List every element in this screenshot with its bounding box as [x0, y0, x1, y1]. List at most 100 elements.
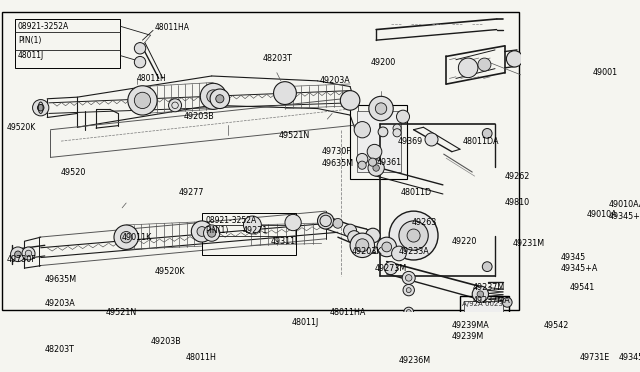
Bar [464, 301, 503, 335]
Circle shape [333, 218, 343, 228]
Circle shape [403, 285, 415, 296]
Text: 48011J: 48011J [291, 318, 319, 327]
Text: 48011HA: 48011HA [155, 23, 189, 32]
Circle shape [134, 43, 146, 54]
Text: 49239MA: 49239MA [452, 321, 490, 330]
Circle shape [406, 275, 412, 281]
Text: 49345+A: 49345+A [560, 264, 598, 273]
Text: 48011H: 48011H [137, 74, 166, 83]
Circle shape [404, 318, 413, 328]
Text: 49810: 49810 [505, 199, 530, 208]
Circle shape [197, 227, 207, 236]
Circle shape [358, 161, 366, 169]
Circle shape [502, 298, 512, 307]
Text: 49521N: 49521N [106, 308, 137, 317]
Text: 48203T: 48203T [262, 54, 292, 62]
Circle shape [458, 58, 478, 78]
Text: 08921-3252A: 08921-3252A [205, 216, 257, 225]
Text: 49233A: 49233A [399, 247, 429, 256]
Circle shape [382, 242, 392, 252]
Circle shape [472, 286, 488, 302]
Circle shape [394, 344, 404, 355]
Circle shape [348, 231, 361, 244]
Circle shape [210, 89, 230, 109]
Circle shape [168, 99, 182, 112]
Text: 49345+A: 49345+A [609, 212, 640, 221]
Circle shape [320, 215, 332, 227]
Text: 49277: 49277 [179, 188, 205, 197]
Circle shape [373, 165, 380, 171]
Circle shape [389, 340, 409, 359]
Text: 49203B: 49203B [150, 337, 181, 346]
Circle shape [134, 92, 150, 109]
Circle shape [367, 144, 382, 159]
Circle shape [369, 158, 376, 166]
Text: 49001: 49001 [593, 68, 618, 77]
Circle shape [11, 247, 25, 262]
Circle shape [425, 133, 438, 146]
Text: 48011HA: 48011HA [330, 308, 366, 317]
Text: 49369: 49369 [397, 137, 422, 145]
Circle shape [285, 214, 301, 231]
Text: 49239M: 49239M [452, 332, 484, 341]
Text: 49635M: 49635M [321, 160, 354, 169]
Text: 49237M: 49237M [472, 283, 504, 292]
Circle shape [317, 213, 334, 229]
Text: 49311: 49311 [270, 237, 296, 246]
Circle shape [120, 231, 132, 243]
Circle shape [356, 153, 368, 165]
Text: 49203A: 49203A [319, 76, 350, 85]
Bar [15, 19, 120, 68]
Text: PIN(1): PIN(1) [18, 36, 42, 45]
Circle shape [356, 239, 369, 252]
Text: 49236M: 49236M [399, 356, 431, 365]
Circle shape [38, 105, 44, 111]
Circle shape [344, 224, 356, 237]
Circle shape [216, 95, 224, 103]
Circle shape [200, 83, 227, 109]
Circle shape [404, 307, 413, 317]
Circle shape [128, 86, 157, 115]
Circle shape [340, 91, 360, 110]
Circle shape [406, 310, 411, 315]
Circle shape [134, 57, 146, 68]
Text: 49231M: 49231M [513, 239, 545, 248]
Circle shape [406, 344, 412, 350]
Text: 49273M: 49273M [374, 264, 407, 273]
Circle shape [402, 341, 415, 354]
Bar [460, 296, 509, 341]
Bar [356, 111, 401, 172]
Circle shape [377, 237, 397, 257]
Text: 49203A: 49203A [45, 299, 76, 308]
Text: 49011K: 49011K [122, 232, 152, 242]
Circle shape [392, 246, 406, 261]
Circle shape [402, 272, 415, 285]
Text: 48011J: 48011J [18, 51, 44, 60]
Text: 48011D: 48011D [401, 188, 432, 197]
Circle shape [375, 103, 387, 114]
Circle shape [399, 221, 428, 250]
Text: 49542: 49542 [544, 321, 569, 330]
Circle shape [114, 225, 138, 249]
Text: 08921-3252A: 08921-3252A [18, 22, 69, 31]
Circle shape [368, 160, 384, 176]
Circle shape [378, 127, 388, 137]
Text: 49262: 49262 [505, 171, 530, 181]
Circle shape [478, 58, 491, 71]
Text: 49203K: 49203K [352, 247, 382, 256]
Circle shape [191, 221, 212, 242]
Text: 49520: 49520 [61, 167, 86, 177]
Circle shape [397, 110, 410, 123]
Text: 49345: 49345 [619, 353, 640, 362]
Text: 48203T: 48203T [45, 345, 75, 354]
Circle shape [483, 128, 492, 138]
Circle shape [204, 225, 220, 241]
Circle shape [243, 216, 261, 234]
Text: 49263: 49263 [411, 218, 436, 227]
Circle shape [15, 251, 21, 257]
Bar [350, 105, 407, 179]
Circle shape [384, 262, 397, 275]
Text: 49361: 49361 [376, 158, 401, 167]
Circle shape [365, 228, 380, 243]
Text: 49345: 49345 [560, 253, 586, 262]
